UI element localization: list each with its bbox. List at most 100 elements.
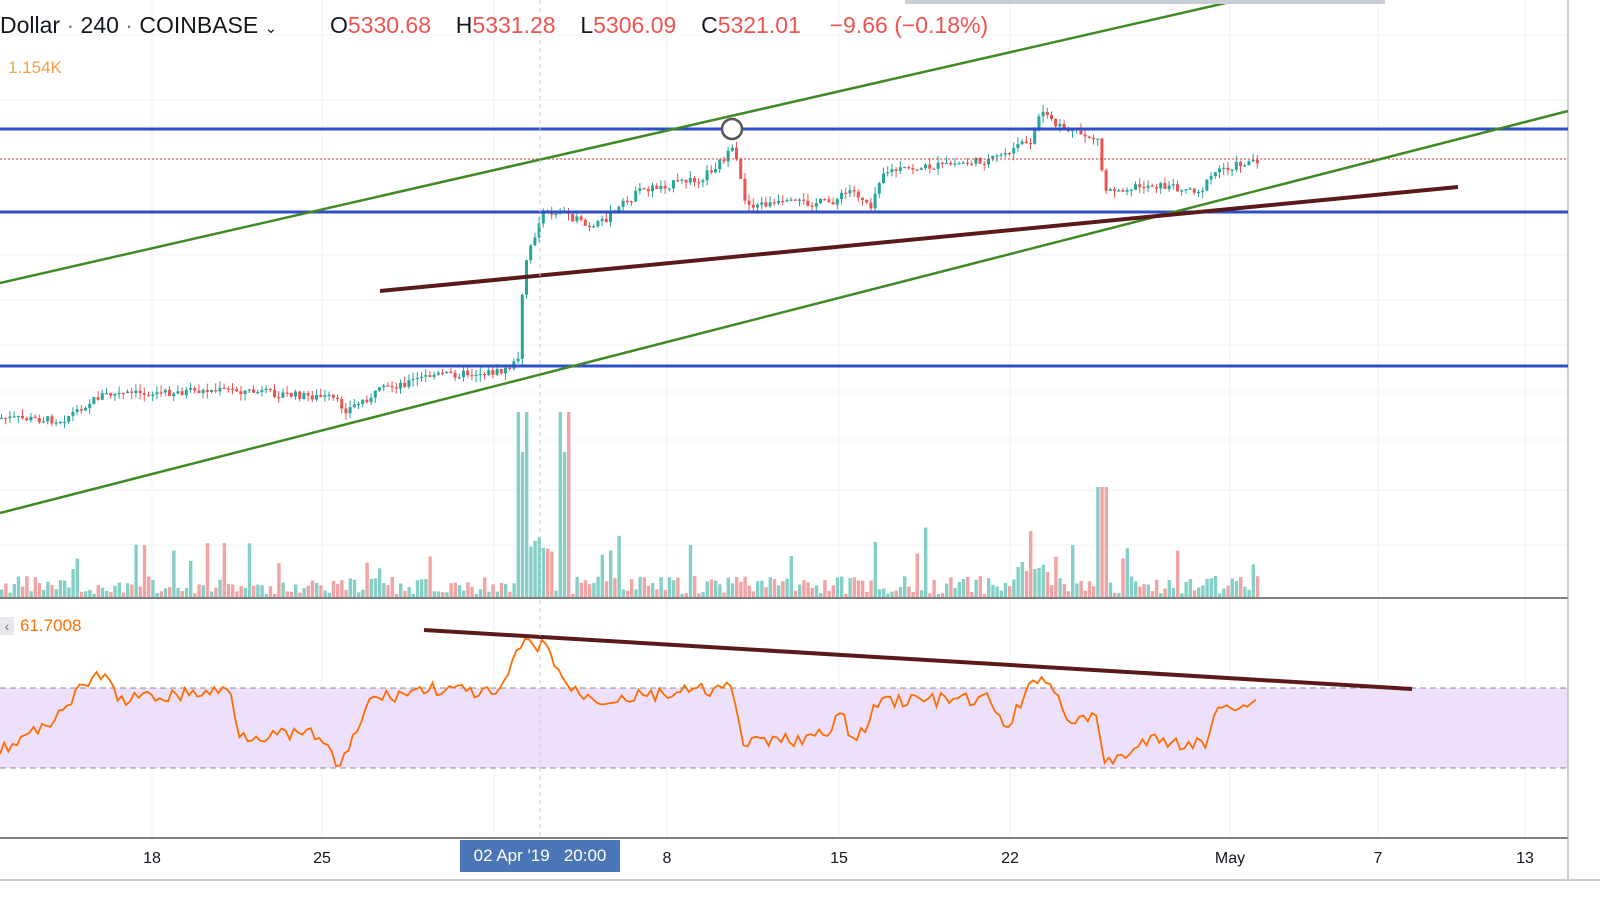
candle-body <box>327 394 331 396</box>
candle-body <box>1108 189 1112 191</box>
volume-bar <box>42 589 46 597</box>
volume-bar <box>667 577 672 597</box>
candle-body <box>33 416 37 419</box>
candle-body <box>634 190 638 202</box>
candle-body <box>987 158 990 165</box>
channel-lower-line[interactable] <box>0 109 1569 515</box>
candle-body <box>718 159 722 170</box>
rsi-trend-line[interactable] <box>423 628 1413 691</box>
price-trend-line[interactable] <box>379 185 1459 293</box>
candle-body <box>781 200 785 203</box>
interval-label[interactable]: 240 <box>80 12 119 38</box>
chevron-down-icon[interactable]: ⌄ <box>264 20 278 37</box>
volume-bar <box>386 585 390 597</box>
candle-body <box>268 388 272 390</box>
candle-body <box>1100 138 1104 171</box>
volume-bar <box>331 580 336 597</box>
candle-body <box>1239 161 1242 167</box>
candle-body <box>441 372 444 374</box>
volume-bar <box>1150 591 1155 597</box>
candle-body <box>75 409 79 413</box>
candle-body <box>1201 190 1205 192</box>
symbol-name[interactable]: Dollar <box>0 12 61 38</box>
volume-bar <box>75 558 79 597</box>
volume-bar <box>449 583 453 597</box>
candle-body <box>134 390 138 393</box>
low-label: L <box>580 12 594 38</box>
volume-bar <box>529 546 533 597</box>
volume-bar <box>407 587 411 597</box>
candle-body <box>735 147 738 160</box>
candle-body <box>1041 111 1045 117</box>
volume-bar <box>357 592 361 597</box>
volume-bar <box>159 591 163 597</box>
candle-body <box>193 388 197 391</box>
candle-body <box>756 204 759 208</box>
candle-body <box>151 394 155 396</box>
candle-body <box>172 393 176 397</box>
candle-body <box>344 408 348 414</box>
volume-bar <box>1096 487 1100 597</box>
volume-bar <box>121 592 126 597</box>
volume-bar <box>974 579 978 597</box>
volume-bar <box>1008 586 1012 597</box>
candle-body <box>688 177 692 183</box>
candle-body <box>533 237 537 246</box>
collapse-icon[interactable]: ‹ <box>0 617 14 635</box>
candle-body <box>1079 128 1083 135</box>
touch-point-marker[interactable] <box>720 117 744 141</box>
candle-body <box>420 376 423 378</box>
candle-body <box>588 225 591 227</box>
volume-bar <box>1176 550 1180 597</box>
exchange-label[interactable]: COINBASE <box>139 12 259 38</box>
volume-bar <box>1188 579 1192 597</box>
legend-header[interactable]: Dollar · 240 · COINBASE ⌄ O5330.68 H5331… <box>0 12 988 39</box>
volume-bar <box>277 563 281 597</box>
volume-bar <box>336 584 340 597</box>
volume-bar <box>205 543 210 597</box>
candle-body <box>873 193 877 209</box>
volume-bar <box>327 592 331 597</box>
rsi-legend[interactable]: ‹ 61.7008 <box>0 616 81 636</box>
volume-bar <box>0 589 4 597</box>
candle-body <box>672 180 675 189</box>
volume-bar <box>966 576 970 597</box>
volume-bar <box>16 576 21 597</box>
volume-bar <box>1020 561 1024 597</box>
volume-bar <box>1117 592 1121 597</box>
candle-body <box>529 245 533 261</box>
volume-bar <box>1029 531 1033 597</box>
candle-body <box>147 394 150 397</box>
volume-bar <box>306 585 310 597</box>
channel-upper-line[interactable] <box>0 0 1231 285</box>
candle-body <box>785 200 789 202</box>
volume-bar <box>281 582 285 597</box>
volume-bar <box>865 591 869 597</box>
volume-bar <box>697 593 701 597</box>
candle-body <box>520 294 524 359</box>
volume-bar <box>886 593 890 597</box>
candle-body <box>844 192 848 195</box>
volume-bar <box>785 578 789 597</box>
candle-body <box>1016 144 1020 149</box>
candle-body <box>869 202 873 209</box>
volume-bar <box>932 580 936 597</box>
volume-bar <box>642 577 646 597</box>
crosshair-date: 02 Apr '19 <box>473 846 550 865</box>
candle-body <box>403 382 407 387</box>
candle-body <box>0 417 3 420</box>
candle-body <box>865 199 869 203</box>
volume-bar <box>1087 581 1092 597</box>
volume-bar <box>1054 556 1058 597</box>
volume-bar <box>617 535 621 597</box>
candle-body <box>1184 189 1188 191</box>
volume-bar <box>348 578 352 597</box>
volume-bar <box>672 580 676 597</box>
candle-body <box>575 216 579 222</box>
volume-bar <box>1243 586 1247 597</box>
volume-bar <box>1125 548 1129 597</box>
candle-body <box>1104 170 1108 191</box>
volume-bar <box>210 591 214 597</box>
candle-body <box>764 202 768 207</box>
